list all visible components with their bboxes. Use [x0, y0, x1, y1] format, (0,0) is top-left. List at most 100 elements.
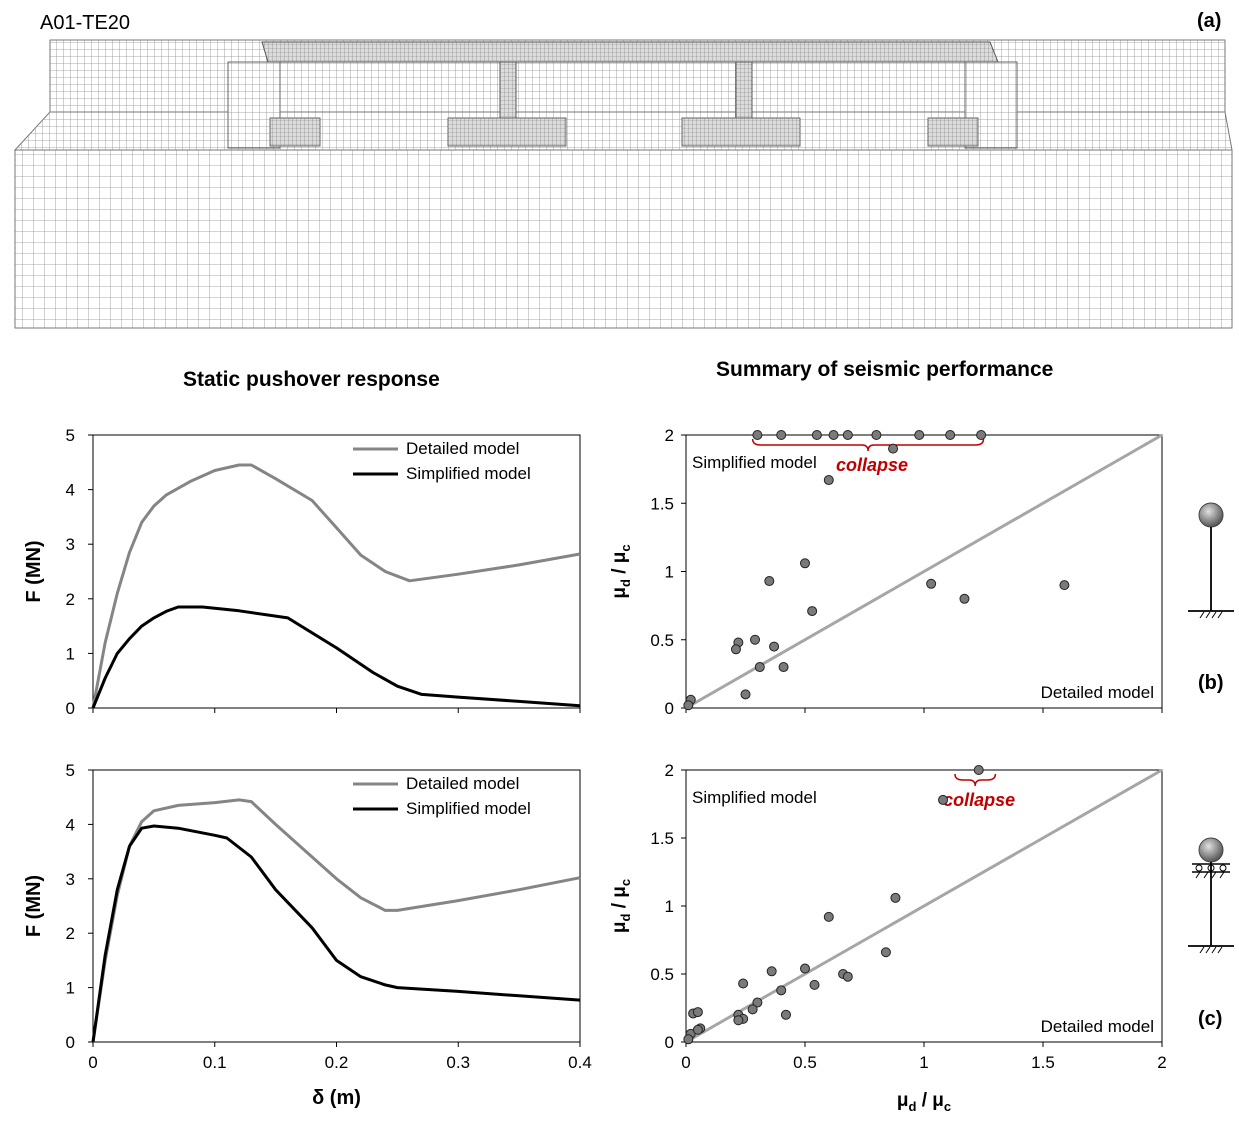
y-tick-label: 1 [66, 644, 75, 663]
y-tick-label: 0 [66, 699, 75, 718]
legend-label: Simplified model [406, 464, 531, 483]
data-point [800, 558, 810, 569]
y-tick-label: 1.5 [650, 829, 674, 848]
data-point [764, 576, 775, 587]
y-axis-label: μd / μc [609, 879, 633, 933]
detailed-model-line [91, 463, 581, 709]
data-point [754, 662, 765, 673]
data-point [747, 1004, 758, 1015]
x-tick-label: 1 [919, 1053, 928, 1072]
collapse-brace [954, 773, 997, 787]
mesh-footing-left-abutment [269, 117, 321, 147]
model-label: A01-TE20 [40, 12, 131, 34]
mesh-deck [261, 41, 999, 63]
y-tick-label: 2 [665, 761, 674, 780]
equality-line [685, 768, 1163, 1044]
data-point [871, 430, 882, 440]
y-tick-label: 2 [66, 924, 75, 943]
data-point [828, 430, 839, 440]
detailed-model-line [91, 798, 581, 1043]
collapse-brace [751, 438, 985, 452]
data-point [888, 443, 899, 454]
data-point [769, 641, 780, 652]
pushover-chart-b: 0 1 2 3 4 5 F (MN) Detailed model Simplified mod… [23, 426, 581, 718]
x-tick-label: 0.5 [793, 1053, 817, 1072]
data-point [683, 700, 694, 711]
data-point [752, 997, 763, 1008]
simplified-model-annotation: Simplified model [692, 453, 817, 472]
performance-chart-b: 0 0.5 1 1.5 2 μd / μc collapse Simplified model… [609, 426, 1163, 718]
y-tick-label: 4 [66, 481, 75, 500]
x-tick-label: 2 [1157, 1053, 1166, 1072]
data-point [811, 430, 822, 440]
equality-line [685, 433, 1163, 710]
data-point [945, 430, 956, 440]
y-axis-label: F (MN) [23, 875, 45, 937]
data-point [738, 978, 749, 989]
y-tick-label: 1 [66, 979, 75, 998]
collapse-label: collapse [836, 455, 908, 475]
y-tick-label: 5 [66, 426, 75, 445]
mesh-top-surface [13, 111, 1233, 151]
data-point [692, 1024, 703, 1035]
y-axis-label: μd / μc [609, 544, 633, 598]
x-tick-label: 0.2 [325, 1053, 349, 1072]
data-point [692, 1007, 703, 1018]
left-column-title: Static pushover response [183, 368, 440, 391]
x-tick-label: 0.1 [203, 1053, 227, 1072]
y-tick-label: 4 [66, 815, 75, 834]
data-point [926, 578, 937, 589]
data-point [740, 689, 751, 700]
mesh-foundation-left [447, 117, 567, 147]
y-tick-label: 1.5 [650, 494, 674, 513]
data-point [959, 593, 970, 604]
simplified-model-annotation: Simplified model [692, 788, 817, 807]
performance-chart-c: 0 0.5 1 1.5 2 0 0.5 1 1.5 2 μd / μc μd / μc collapse… [609, 761, 1167, 1114]
data-point [976, 430, 987, 440]
data-point [683, 1034, 694, 1045]
x-tick-label: 0 [681, 1053, 690, 1072]
y-tick-label: 0.5 [650, 631, 674, 650]
data-point [1059, 580, 1070, 591]
legend-label: Detailed model [406, 774, 519, 793]
data-point [823, 911, 834, 922]
y-tick-label: 1 [665, 897, 674, 916]
data-point [800, 963, 810, 974]
data-point [776, 430, 787, 440]
data-point [890, 892, 901, 903]
legend-label: Simplified model [406, 799, 531, 818]
x-tick-label: 0.3 [446, 1053, 470, 1072]
mesh-front-face [14, 149, 1233, 329]
data-point [733, 1015, 744, 1026]
data-point [752, 430, 763, 440]
x-tick-label: 0 [88, 1053, 97, 1072]
y-tick-label: 3 [66, 870, 75, 889]
legend-label: Detailed model [406, 439, 519, 458]
data-point [842, 971, 853, 982]
data-point [823, 475, 834, 486]
y-tick-label: 2 [66, 590, 75, 609]
data-point [766, 966, 777, 977]
y-tick-label: 0 [665, 1033, 674, 1052]
data-point [776, 985, 787, 996]
finite-element-mesh [13, 39, 1233, 329]
data-point [780, 1009, 791, 1020]
roller-supported-pier-icon [1188, 837, 1234, 954]
simplified-model-line [91, 605, 581, 709]
data-point [807, 606, 818, 617]
panel-label-b: (b) [1198, 672, 1224, 694]
collapse-label: collapse [943, 790, 1015, 810]
data-point [809, 979, 820, 990]
y-tick-label: 0 [665, 699, 674, 718]
data-point [914, 430, 925, 440]
x-tick-label: 0.4 [568, 1053, 592, 1072]
right-column-title: Summary of seismic performance [716, 358, 1054, 381]
y-tick-label: 0 [66, 1033, 75, 1052]
y-tick-label: 5 [66, 761, 75, 780]
x-tick-label: 1.5 [1031, 1053, 1055, 1072]
y-tick-label: 0.5 [650, 965, 674, 984]
mesh-foundation-right [681, 117, 801, 147]
data-point [730, 644, 741, 655]
data-point [973, 765, 984, 775]
mesh-footing-right-abutment [927, 117, 979, 147]
